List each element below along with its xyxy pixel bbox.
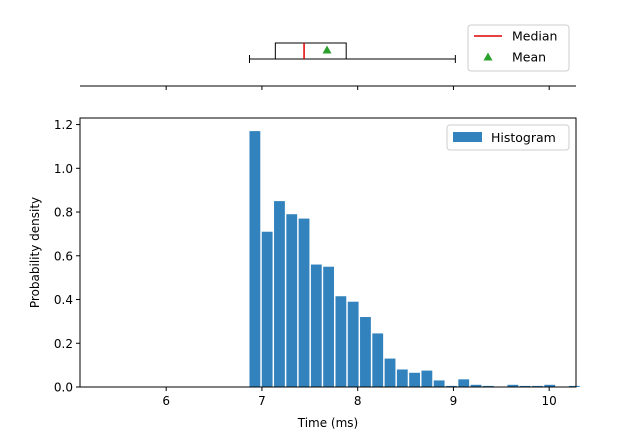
x-tick-label: 10 xyxy=(542,394,557,408)
x-axis-label: Time (ms) xyxy=(297,416,359,430)
x-tick-label: 8 xyxy=(354,394,362,408)
y-tick-label: 0.8 xyxy=(54,206,73,220)
histogram-legend: Histogram xyxy=(446,124,570,151)
histogram-bar xyxy=(433,380,445,387)
histogram-bar xyxy=(261,231,273,387)
x-tick-label: 9 xyxy=(450,394,458,408)
mean-marker xyxy=(322,45,332,54)
histogram-bar xyxy=(544,384,556,387)
histogram-bar xyxy=(286,214,298,387)
histogram-bar xyxy=(568,385,580,387)
histogram-bar xyxy=(470,384,482,387)
histogram-bar xyxy=(458,379,470,387)
boxplot-panel: Median Mean xyxy=(80,24,576,90)
histogram-x-ticks: 6 7 8 9 10 xyxy=(162,387,557,408)
histogram-bar xyxy=(396,369,408,387)
box-iqr xyxy=(274,42,347,60)
histogram-bar xyxy=(532,385,543,387)
histogram-bar xyxy=(298,218,310,387)
y-tick-label: 0.6 xyxy=(54,249,73,263)
y-tick-label: 0.2 xyxy=(54,337,73,351)
histogram-axes-frame xyxy=(79,117,577,388)
histogram-bars xyxy=(249,131,580,387)
histogram-bar xyxy=(372,333,384,387)
histogram-bar xyxy=(323,266,334,387)
y-tick-label: 0.4 xyxy=(54,293,73,307)
histogram-bar xyxy=(310,264,322,387)
legend-swatch-mean xyxy=(483,52,493,61)
histogram-bar xyxy=(446,385,457,387)
boxplot-x-ticks xyxy=(165,86,550,90)
x-tick-label: 6 xyxy=(162,394,170,408)
y-axis-label: Probability density xyxy=(28,197,42,308)
histogram-bar xyxy=(482,385,494,387)
x-tick-label: 7 xyxy=(258,394,266,408)
legend-label-mean: Mean xyxy=(512,50,546,65)
histogram-bar xyxy=(519,385,531,387)
histogram-bar xyxy=(335,296,347,387)
y-tick-label: 0.0 xyxy=(54,381,73,395)
legend-swatch-histogram xyxy=(453,132,482,142)
histogram-y-ticks: 0.0 0.2 0.4 0.6 0.8 1.0 1.2 xyxy=(54,118,80,395)
legend-label-median: Median xyxy=(512,29,557,44)
histogram-bar xyxy=(409,372,420,387)
histogram-bar xyxy=(384,358,396,387)
histogram-panel: 6 7 8 9 10 0.0 0.2 0.4 0.6 0.8 1.0 1.2 Time (ms) P… xyxy=(28,117,580,430)
histogram-bar xyxy=(249,131,261,387)
histogram-bar xyxy=(360,317,371,387)
histogram-bar xyxy=(274,201,285,387)
y-tick-label: 1.2 xyxy=(54,118,73,132)
legend-label-histogram: Histogram xyxy=(491,130,556,145)
histogram-bar xyxy=(347,301,359,387)
boxplot-legend: Median Mean xyxy=(467,24,570,72)
histogram-bar xyxy=(421,370,433,387)
legend-frame xyxy=(446,124,570,151)
boxplot-marks xyxy=(248,42,456,63)
histogram-bar xyxy=(507,384,519,387)
y-tick-label: 1.0 xyxy=(54,162,73,176)
